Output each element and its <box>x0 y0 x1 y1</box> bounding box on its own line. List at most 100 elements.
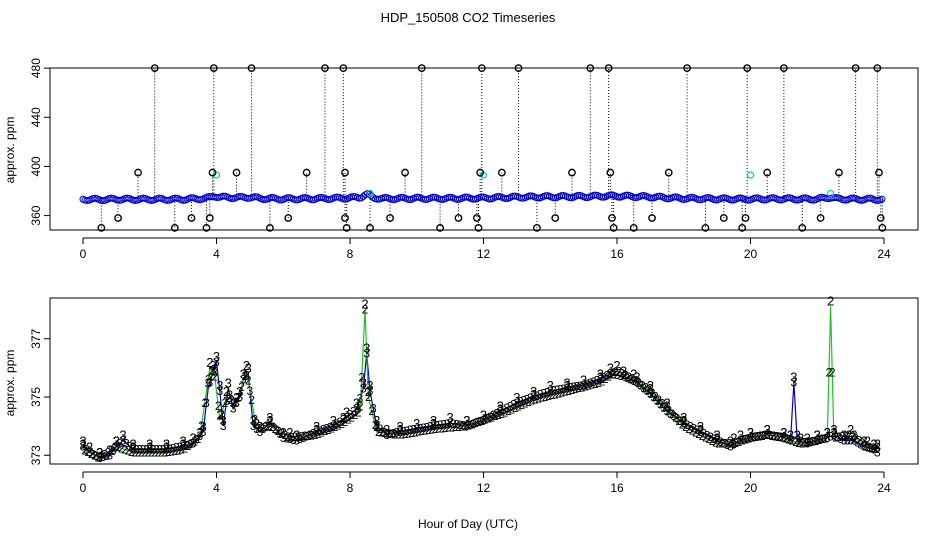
series-marker-green: 2 <box>549 388 556 402</box>
series-peak-marker-blue: 3 <box>213 349 220 364</box>
series-marker-green: 2 <box>372 418 379 432</box>
series-peak-marker-green: 2 <box>356 399 363 414</box>
series-marker-blue: 3 <box>373 419 380 433</box>
series-marker-green: 2 <box>378 426 385 440</box>
series-marker-blue: 3 <box>320 423 327 437</box>
top-x-tick-label: 16 <box>610 247 624 261</box>
series-peak-marker-green: 2 <box>814 428 821 443</box>
spike-point <box>609 223 618 232</box>
series-marker-blue: 3 <box>504 401 511 415</box>
series-marker-green: 2 <box>81 443 88 457</box>
series-peak-marker-blue: 3 <box>790 369 797 384</box>
series-marker-blue: 3 <box>313 425 320 439</box>
series-peak-marker-blue: 3 <box>256 419 263 434</box>
spike-point <box>873 64 882 73</box>
series-marker-green: 2 <box>245 374 252 388</box>
series-marker-green: 2 <box>308 428 315 442</box>
series-marker-blue: 3 <box>670 409 677 423</box>
series-peak-marker-green: 2 <box>365 384 372 399</box>
bottom-x-tick-label: 12 <box>477 481 491 495</box>
series-marker-green: 2 <box>699 429 706 443</box>
series-marker-blue: 3 <box>146 442 153 456</box>
series-marker-blue: 3 <box>430 419 437 433</box>
series-marker-blue: 3 <box>550 384 557 398</box>
series-marker-green: 2 <box>535 392 542 406</box>
series-peak-marker-blue: 3 <box>513 390 520 405</box>
series-marker-blue: 3 <box>340 413 347 427</box>
series-marker-green: 2 <box>599 374 606 388</box>
series-marker-green: 2 <box>625 370 632 384</box>
series-marker-blue: 3 <box>337 415 344 429</box>
series-marker-green: 2 <box>649 386 656 400</box>
series-peak-marker-green: 2 <box>361 297 368 312</box>
series-marker-blue: 3 <box>277 427 284 441</box>
series-marker-green: 2 <box>759 429 766 443</box>
series-marker-green: 2 <box>585 379 592 393</box>
series-marker-blue: 3 <box>463 419 470 433</box>
series-peak-marker-blue: 3 <box>530 384 537 399</box>
spike-point <box>265 223 274 232</box>
series-marker-green: 2 <box>866 440 873 454</box>
series-peak-marker-green: 2 <box>730 431 737 446</box>
spike-point <box>743 64 752 73</box>
series-peak-marker-blue: 3 <box>607 361 614 376</box>
series-marker-green: 2 <box>692 425 699 439</box>
series-marker-green: 2 <box>388 427 395 441</box>
series-marker-blue: 3 <box>116 437 123 451</box>
series-peak-marker-green: 2 <box>764 422 771 437</box>
spike-point <box>816 214 825 222</box>
bottom-y-tick-label: 375 <box>29 387 43 407</box>
series-marker-blue: 3 <box>650 391 657 405</box>
series-marker-blue: 3 <box>467 418 474 432</box>
series-peak-marker-blue: 3 <box>714 428 721 443</box>
spike-point <box>533 223 541 232</box>
series-marker-green: 2 <box>335 418 342 432</box>
series-marker-green: 2 <box>128 445 135 459</box>
spike-point <box>878 223 887 232</box>
series-peak-marker-green: 2 <box>597 369 604 384</box>
spike-point <box>474 223 483 232</box>
series-marker-green: 2 <box>238 380 245 394</box>
series-marker-green: 2 <box>325 423 332 437</box>
series-peak-marker-blue: 3 <box>363 340 370 355</box>
series-peak-marker-blue: 3 <box>205 375 212 390</box>
series-marker-blue: 3 <box>667 407 674 421</box>
series-peak-marker-blue: 3 <box>764 422 771 437</box>
spike-point <box>629 223 638 232</box>
series-marker-blue: 3 <box>654 394 661 408</box>
series-marker-blue: 3 <box>657 398 664 412</box>
series-peak-marker-blue: 3 <box>396 419 403 434</box>
top-y-tick-label: 480 <box>29 58 43 78</box>
series-peak-marker-blue: 3 <box>633 369 640 384</box>
series-marker-green: 2 <box>198 419 205 433</box>
series-peak-marker-green: 2 <box>163 439 170 454</box>
series-marker-green: 2 <box>789 434 796 448</box>
series-marker-blue: 3 <box>163 442 170 456</box>
series-marker-blue: 3 <box>93 449 100 463</box>
series-peak-marker-blue: 3 <box>146 436 153 451</box>
series-marker-blue: 3 <box>123 437 130 451</box>
series-marker-green: 2 <box>98 450 105 464</box>
series-marker-green: 2 <box>709 434 716 448</box>
series-marker-blue: 3 <box>80 440 87 454</box>
x-axis-label: Hour of Day (UTC) <box>418 517 518 531</box>
series-marker-green: 2 <box>415 425 422 439</box>
series-peak-marker-blue: 3 <box>804 431 811 446</box>
series-marker-blue: 3 <box>600 371 607 385</box>
series-marker-green: 2 <box>816 433 823 447</box>
series-marker-green: 2 <box>452 420 459 434</box>
series-peak-marker-blue: 3 <box>210 358 217 373</box>
series-marker-green: 2 <box>532 392 539 406</box>
series-marker-green: 2 <box>776 430 783 444</box>
series-marker-green: 2 <box>131 445 138 459</box>
series-marker-green: 2 <box>756 429 763 443</box>
series-marker-green: 2 <box>859 436 866 450</box>
series-marker-blue: 3 <box>714 434 721 448</box>
series-marker-green: 2 <box>832 430 839 444</box>
series-marker-green: 2 <box>622 368 629 382</box>
series-marker-green: 2 <box>181 441 188 455</box>
series-peak-marker-green: 2 <box>847 422 854 437</box>
series-marker-blue: 3 <box>130 442 137 456</box>
top-panel-x-axis: 0 4 8 12 16 20 24 <box>80 237 891 261</box>
